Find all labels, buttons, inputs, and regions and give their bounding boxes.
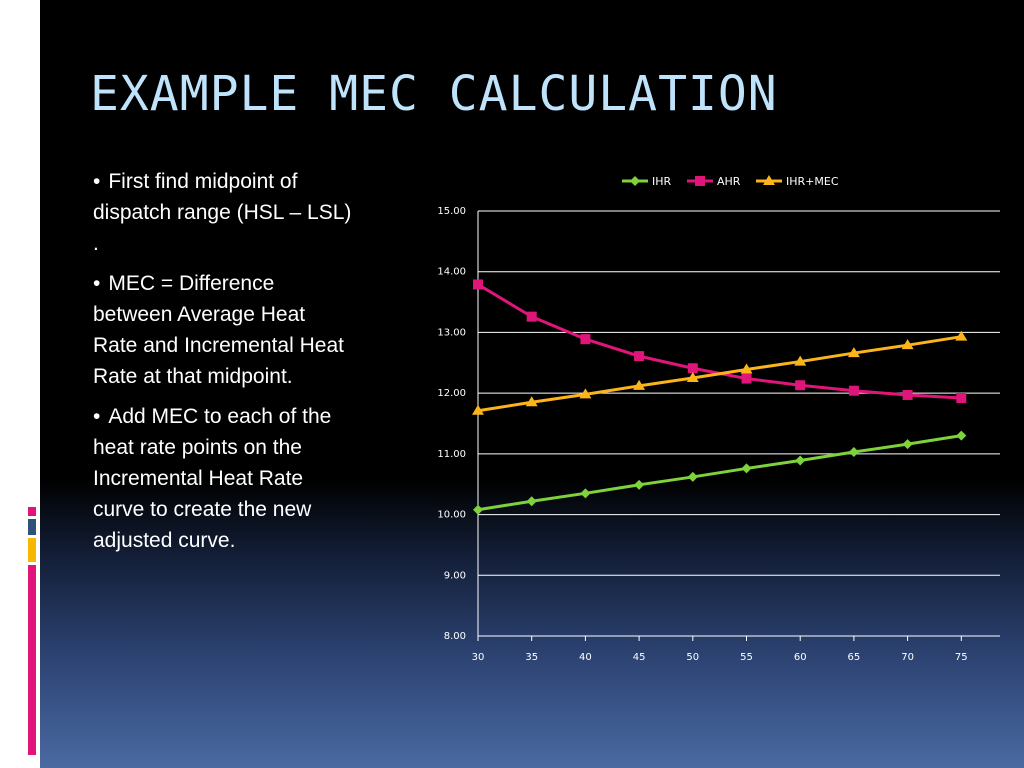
series-line-ihr-mec xyxy=(477,335,962,413)
bullet-text: Add MEC to each of the heat rate points … xyxy=(93,405,332,552)
data-point xyxy=(848,447,859,458)
accent-bar xyxy=(28,565,36,755)
y-tick-label: 8.00 xyxy=(444,631,466,642)
accent-bars xyxy=(28,507,38,758)
bullet-item: • Add MEC to each of the heat rate points… xyxy=(93,401,355,556)
x-tick-label: 50 xyxy=(686,652,699,663)
bullet-text: First find midpoint of dispatch range (H… xyxy=(93,170,352,255)
accent-bar xyxy=(28,538,36,562)
x-tick-label: 30 xyxy=(472,652,485,663)
data-point xyxy=(795,455,806,466)
y-tick-label: 13.00 xyxy=(437,327,466,338)
data-point xyxy=(901,339,914,350)
series-line-ahr xyxy=(477,283,962,400)
bullet-dot-icon: • xyxy=(93,272,101,295)
series-line-ihr xyxy=(477,434,962,512)
bullet-item: • MEC = Difference between Average Heat R… xyxy=(93,268,355,392)
data-point xyxy=(687,363,698,374)
data-point xyxy=(795,380,806,391)
data-point xyxy=(695,176,705,186)
data-point xyxy=(526,496,537,507)
data-point xyxy=(633,379,646,390)
data-point xyxy=(473,504,483,515)
data-point xyxy=(902,439,913,450)
data-point xyxy=(580,488,591,499)
data-point xyxy=(630,176,640,186)
legend-label: IHR+MEC xyxy=(786,175,839,188)
data-point xyxy=(956,393,967,403)
legend-label: IHR xyxy=(652,175,672,188)
data-point xyxy=(741,463,752,474)
data-point xyxy=(634,479,645,490)
slide: EXAMPLE MEC CALCULATION • First find midp… xyxy=(40,0,1024,768)
data-point xyxy=(525,396,538,407)
bullet-dot-icon: • xyxy=(93,170,101,193)
bullet-list: • First find midpoint of dispatch range (… xyxy=(93,166,355,565)
data-point xyxy=(526,311,537,322)
data-point xyxy=(686,371,699,382)
data-point xyxy=(580,334,591,345)
y-tick-label: 11.00 xyxy=(437,449,466,460)
data-point xyxy=(902,389,913,400)
y-tick-label: 15.00 xyxy=(437,206,466,217)
data-point xyxy=(472,404,484,415)
data-point xyxy=(955,330,968,341)
bullet-item: • First find midpoint of dispatch range (… xyxy=(93,166,355,259)
y-tick-label: 12.00 xyxy=(437,388,466,399)
x-tick-label: 35 xyxy=(525,652,538,663)
accent-bar xyxy=(28,507,36,516)
data-point xyxy=(956,430,967,441)
x-tick-label: 45 xyxy=(633,652,646,663)
x-tick-label: 55 xyxy=(740,652,753,663)
x-tick-label: 40 xyxy=(579,652,592,663)
x-tick-label: 60 xyxy=(794,652,807,663)
y-tick-label: 14.00 xyxy=(437,267,466,278)
data-point xyxy=(848,385,859,396)
data-point xyxy=(740,363,753,374)
data-point xyxy=(794,355,807,366)
accent-bar xyxy=(28,519,36,535)
y-tick-label: 10.00 xyxy=(437,510,466,521)
legend-label: AHR xyxy=(717,175,741,188)
data-point xyxy=(847,347,860,358)
bullet-dot-icon: • xyxy=(93,405,101,428)
y-tick-label: 9.00 xyxy=(444,570,466,581)
x-tick-label: 70 xyxy=(901,652,914,663)
data-point xyxy=(741,373,752,384)
data-point xyxy=(763,175,775,185)
x-tick-label: 75 xyxy=(955,652,968,663)
data-point xyxy=(634,351,645,362)
bullet-text: MEC = Difference between Average Heat Ra… xyxy=(93,272,344,388)
x-tick-label: 65 xyxy=(848,652,861,663)
data-point xyxy=(579,388,592,399)
line-chart: 8.00 9.00 10.00 11.00 12.00 13.00 14.00 15.00 30… xyxy=(437,175,1000,663)
data-point xyxy=(473,279,483,290)
data-point xyxy=(687,471,698,482)
slide-title: EXAMPLE MEC CALCULATION xyxy=(90,66,778,122)
